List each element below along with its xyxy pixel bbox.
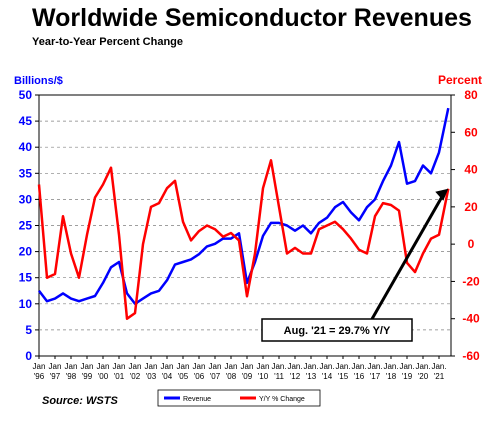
left-tick-label: 5 bbox=[25, 323, 32, 337]
x-tick-label-year: '14 bbox=[322, 372, 333, 381]
x-tick-label-year: '20 bbox=[418, 372, 429, 381]
right-tick-label: -60 bbox=[462, 349, 480, 363]
right-tick-label: -20 bbox=[462, 274, 480, 288]
x-tick-label-year: '12 bbox=[290, 372, 301, 381]
right-axis-label: Percent bbox=[438, 73, 483, 87]
right-tick-label: -40 bbox=[462, 312, 480, 326]
x-tick-label-month: Jan bbox=[81, 362, 94, 371]
x-tick-label-month: Jan. bbox=[287, 362, 302, 371]
x-tick-label-year: '98 bbox=[66, 372, 77, 381]
x-tick-label-month: Jan. bbox=[415, 362, 430, 371]
right-tick-label: 60 bbox=[464, 125, 478, 139]
x-tick-label-month: Jan bbox=[161, 362, 174, 371]
x-tick-label-month: Jan bbox=[65, 362, 78, 371]
x-tick-label-month: Jan bbox=[193, 362, 206, 371]
x-tick-label-month: Jan bbox=[257, 362, 270, 371]
left-axis-label: Billions/$ bbox=[14, 75, 63, 87]
x-tick-label-year: '09 bbox=[242, 372, 253, 381]
x-tick-label-month: Jan bbox=[97, 362, 110, 371]
x-tick-label-month: Jan. bbox=[303, 362, 318, 371]
right-tick-label: 40 bbox=[464, 163, 478, 177]
x-tick-label-year: '11 bbox=[274, 372, 284, 381]
x-tick-label-month: Jan bbox=[113, 362, 126, 371]
annotation-text: Aug. '21 = 29.7% Y/Y bbox=[284, 325, 391, 337]
chart-subtitle: Year-to-Year Percent Change bbox=[32, 36, 184, 48]
x-tick-label-month: Jan. bbox=[319, 362, 334, 371]
left-tick-label: 20 bbox=[19, 245, 33, 259]
x-tick-label-month: Jan bbox=[49, 362, 62, 371]
left-tick-label: 45 bbox=[19, 114, 33, 128]
right-tick-label: 20 bbox=[464, 200, 478, 214]
x-tick-label-year: '21 bbox=[434, 372, 445, 381]
legend-box bbox=[157, 389, 321, 407]
right-tick-label: 0 bbox=[468, 237, 475, 251]
x-tick-label-month: Jan bbox=[177, 362, 190, 371]
x-tick-label-year: '05 bbox=[178, 372, 189, 381]
x-tick-label-year: '15 bbox=[338, 372, 349, 381]
annotation-arrow-line bbox=[370, 192, 446, 320]
left-tick-label: 35 bbox=[19, 166, 33, 180]
x-tick-label-year: '00 bbox=[98, 372, 109, 381]
x-tick-label-year: '16 bbox=[354, 372, 365, 381]
annotation-arrow-head bbox=[435, 188, 449, 201]
x-tick-label-year: '18 bbox=[386, 372, 397, 381]
x-tick-label-month: Jan bbox=[225, 362, 238, 371]
x-tick-label-year: '13 bbox=[306, 372, 317, 381]
x-tick-label-month: Jan. bbox=[383, 362, 398, 371]
x-tick-label-year: '01 bbox=[114, 372, 125, 381]
left-tick-label: 25 bbox=[19, 219, 33, 233]
x-tick-label-month: Jan bbox=[209, 362, 222, 371]
x-tick-label-year: '08 bbox=[226, 372, 237, 381]
x-tick-label-year: '96 bbox=[34, 372, 45, 381]
x-tick-label-year: '02 bbox=[130, 372, 141, 381]
x-tick-label-month: Jan bbox=[33, 362, 46, 371]
left-tick-label: 10 bbox=[19, 297, 33, 311]
x-tick-label-year: '17 bbox=[370, 372, 381, 381]
yoy-change-line bbox=[37, 159, 450, 320]
x-tick-label-year: '06 bbox=[194, 372, 205, 381]
legend-label: Revenue bbox=[183, 396, 211, 403]
left-tick-label: 0 bbox=[25, 349, 32, 363]
revenue-line bbox=[38, 107, 450, 306]
x-tick-label-year: '10 bbox=[258, 372, 269, 381]
right-tick-label: 80 bbox=[464, 88, 478, 102]
x-tick-label-year: '04 bbox=[162, 372, 173, 381]
x-tick-label-month: Jan. bbox=[367, 362, 382, 371]
x-tick-label-year: '03 bbox=[146, 372, 157, 381]
x-tick-label-year: '97 bbox=[50, 372, 61, 381]
x-tick-label-year: '19 bbox=[402, 372, 413, 381]
x-tick-label-month: Jan. bbox=[399, 362, 414, 371]
x-tick-label-month: Jan. bbox=[335, 362, 350, 371]
left-tick-label: 15 bbox=[19, 271, 33, 285]
chart-title: Worldwide Semiconductor Revenues bbox=[32, 4, 472, 32]
x-tick-label-year: '99 bbox=[82, 372, 93, 381]
x-tick-label-month: Jan. bbox=[351, 362, 366, 371]
source-note: Source: WSTS bbox=[42, 395, 118, 407]
left-tick-label: 40 bbox=[19, 140, 33, 154]
annotation-box bbox=[261, 318, 413, 342]
x-tick-label-month: Jan bbox=[241, 362, 254, 371]
left-tick-label: 30 bbox=[19, 192, 33, 206]
x-tick-label-month: Jan bbox=[145, 362, 158, 371]
left-tick-label: 50 bbox=[19, 88, 33, 102]
x-tick-label-month: Jan bbox=[129, 362, 142, 371]
x-tick-label-month: Jan. bbox=[271, 362, 286, 371]
x-tick-label-month: Jan. bbox=[431, 362, 446, 371]
legend-label: Y/Y % Change bbox=[259, 396, 305, 403]
x-tick-label-year: '07 bbox=[210, 372, 221, 381]
